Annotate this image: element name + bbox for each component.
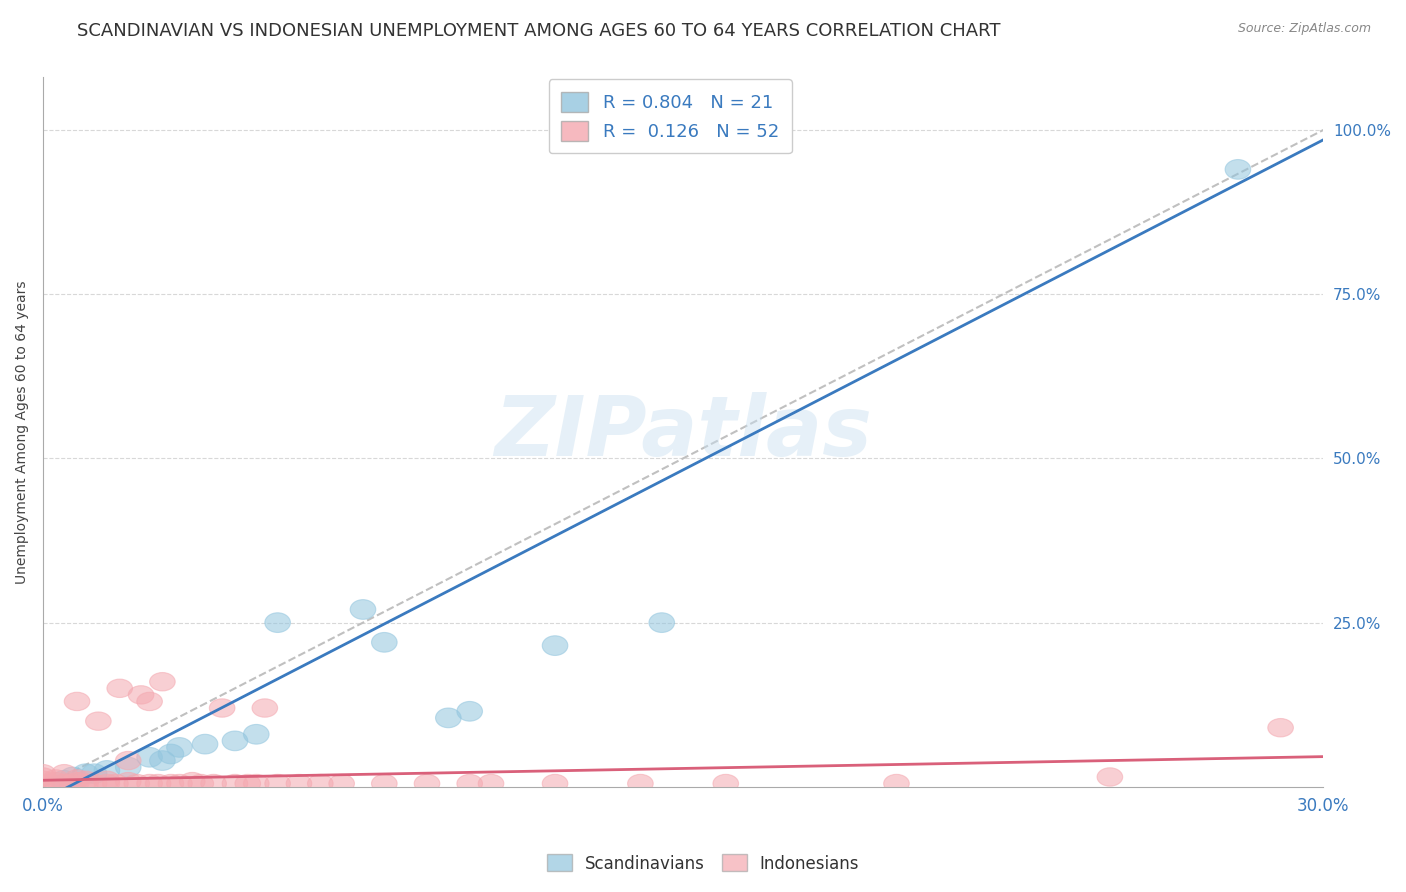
Ellipse shape bbox=[371, 632, 396, 652]
Ellipse shape bbox=[252, 698, 277, 717]
Ellipse shape bbox=[128, 686, 153, 704]
Ellipse shape bbox=[44, 770, 69, 789]
Ellipse shape bbox=[94, 774, 120, 793]
Ellipse shape bbox=[415, 774, 440, 793]
Ellipse shape bbox=[136, 692, 162, 711]
Ellipse shape bbox=[287, 774, 312, 793]
Ellipse shape bbox=[1225, 160, 1251, 179]
Ellipse shape bbox=[371, 774, 396, 793]
Ellipse shape bbox=[543, 774, 568, 793]
Ellipse shape bbox=[30, 764, 56, 783]
Ellipse shape bbox=[73, 774, 98, 793]
Ellipse shape bbox=[86, 712, 111, 731]
Ellipse shape bbox=[1097, 768, 1122, 786]
Ellipse shape bbox=[107, 679, 132, 698]
Ellipse shape bbox=[201, 774, 226, 793]
Ellipse shape bbox=[329, 774, 354, 793]
Ellipse shape bbox=[65, 692, 90, 711]
Ellipse shape bbox=[73, 771, 98, 789]
Ellipse shape bbox=[457, 774, 482, 793]
Ellipse shape bbox=[436, 708, 461, 728]
Ellipse shape bbox=[52, 774, 77, 793]
Ellipse shape bbox=[115, 751, 141, 770]
Ellipse shape bbox=[264, 774, 291, 793]
Ellipse shape bbox=[82, 764, 107, 783]
Ellipse shape bbox=[167, 738, 193, 757]
Text: Source: ZipAtlas.com: Source: ZipAtlas.com bbox=[1237, 22, 1371, 36]
Ellipse shape bbox=[149, 751, 176, 771]
Legend: Scandinavians, Indonesians: Scandinavians, Indonesians bbox=[540, 847, 866, 880]
Ellipse shape bbox=[30, 768, 56, 786]
Ellipse shape bbox=[149, 673, 176, 691]
Ellipse shape bbox=[308, 774, 333, 793]
Text: ZIPatlas: ZIPatlas bbox=[494, 392, 872, 473]
Ellipse shape bbox=[713, 774, 738, 793]
Ellipse shape bbox=[243, 774, 269, 793]
Ellipse shape bbox=[157, 774, 184, 793]
Ellipse shape bbox=[65, 770, 90, 789]
Text: SCANDINAVIAN VS INDONESIAN UNEMPLOYMENT AMONG AGES 60 TO 64 YEARS CORRELATION CH: SCANDINAVIAN VS INDONESIAN UNEMPLOYMENT … bbox=[77, 22, 1001, 40]
Ellipse shape bbox=[222, 731, 247, 751]
Ellipse shape bbox=[188, 774, 214, 793]
Ellipse shape bbox=[60, 774, 86, 793]
Ellipse shape bbox=[457, 701, 482, 721]
Ellipse shape bbox=[1268, 719, 1294, 737]
Ellipse shape bbox=[193, 734, 218, 754]
Ellipse shape bbox=[235, 774, 260, 793]
Ellipse shape bbox=[478, 774, 503, 793]
Legend: R = 0.804   N = 21, R =  0.126   N = 52: R = 0.804 N = 21, R = 0.126 N = 52 bbox=[548, 79, 792, 153]
Ellipse shape bbox=[884, 774, 910, 793]
Ellipse shape bbox=[180, 772, 205, 791]
Y-axis label: Unemployment Among Ages 60 to 64 years: Unemployment Among Ages 60 to 64 years bbox=[15, 280, 30, 584]
Ellipse shape bbox=[167, 774, 193, 793]
Ellipse shape bbox=[65, 772, 90, 791]
Ellipse shape bbox=[650, 613, 675, 632]
Ellipse shape bbox=[38, 774, 65, 793]
Ellipse shape bbox=[222, 774, 247, 793]
Ellipse shape bbox=[264, 613, 291, 632]
Ellipse shape bbox=[543, 636, 568, 656]
Ellipse shape bbox=[82, 774, 107, 793]
Ellipse shape bbox=[145, 774, 172, 793]
Ellipse shape bbox=[209, 698, 235, 717]
Ellipse shape bbox=[103, 774, 128, 793]
Ellipse shape bbox=[94, 761, 120, 780]
Ellipse shape bbox=[136, 774, 162, 793]
Ellipse shape bbox=[52, 771, 77, 790]
Ellipse shape bbox=[243, 724, 269, 744]
Ellipse shape bbox=[60, 767, 86, 787]
Ellipse shape bbox=[30, 771, 56, 789]
Ellipse shape bbox=[627, 774, 654, 793]
Ellipse shape bbox=[44, 772, 69, 791]
Ellipse shape bbox=[52, 764, 77, 783]
Ellipse shape bbox=[157, 744, 184, 764]
Ellipse shape bbox=[124, 774, 149, 793]
Ellipse shape bbox=[136, 747, 162, 767]
Ellipse shape bbox=[73, 764, 98, 783]
Ellipse shape bbox=[350, 599, 375, 619]
Ellipse shape bbox=[115, 757, 141, 777]
Ellipse shape bbox=[94, 771, 120, 789]
Ellipse shape bbox=[115, 772, 141, 791]
